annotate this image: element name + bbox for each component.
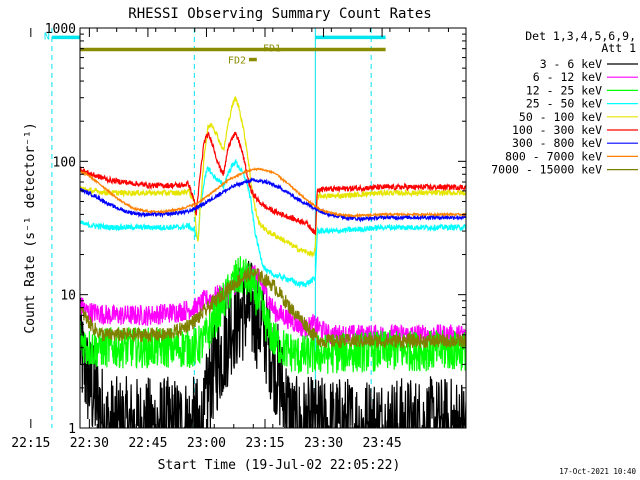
x-tick-label: 23:00 — [187, 436, 226, 451]
state-bar-label: N — [44, 31, 50, 42]
series-line — [80, 177, 466, 223]
series-line — [80, 266, 466, 350]
legend-header-line-1: Det 1,3,4,5,6,9, — [525, 29, 636, 43]
timestamp-label: 17-Oct-2021 10:40 — [559, 467, 636, 476]
legend-label: 800 - 7000 keV — [505, 149, 602, 163]
legend-label: 6 - 12 keV — [533, 70, 602, 84]
x-tick-label: 22:45 — [128, 436, 167, 451]
legend-label: 300 - 800 keV — [512, 136, 602, 150]
series-line — [80, 131, 466, 236]
state-bar-label: FD2 — [228, 56, 246, 67]
state-bar-label: FD1 — [263, 43, 281, 54]
series-group — [80, 96, 466, 428]
x-tick-label: 22:30 — [70, 436, 109, 451]
x-tick-label: 23:30 — [304, 436, 343, 451]
legend-label: 25 - 50 keV — [526, 97, 602, 111]
y-tick-label: 1000 — [45, 22, 76, 37]
x-tick-label: 23:15 — [245, 436, 284, 451]
legend-label: 50 - 100 keV — [519, 110, 602, 124]
chart-title: RHESSI Observing Summary Count Rates — [128, 6, 431, 22]
x-tick-label: 22:15 — [11, 436, 50, 451]
legend-item: 300 - 800 keV — [512, 136, 638, 150]
legend-label: 100 - 300 keV — [512, 123, 602, 137]
legend-item: 12 - 25 keV — [526, 83, 638, 97]
state-bar: FD1 — [80, 43, 386, 54]
series-line — [80, 159, 466, 289]
legend-item: 6 - 12 keV — [533, 70, 638, 84]
legend-item: 25 - 50 keV — [526, 97, 638, 111]
legend-item: 3 - 6 keV — [540, 57, 638, 71]
legend-item: 800 - 7000 keV — [505, 149, 638, 163]
series-line — [80, 96, 466, 257]
legend-label: 12 - 25 keV — [526, 83, 602, 97]
y-axis-label: Count Rate (s⁻¹ detector⁻¹) — [23, 122, 38, 333]
y-tick-label: 10 — [60, 289, 76, 304]
y-tick-label: 100 — [53, 155, 76, 170]
x-tick-label: 23:45 — [363, 436, 402, 451]
legend-label: 7000 - 15000 keV — [491, 163, 602, 177]
state-bar: N — [44, 31, 80, 42]
legend-header-line-2: Att 1 — [601, 41, 636, 55]
y-tick-label: 1 — [68, 422, 76, 437]
series-line — [80, 256, 466, 375]
series-line — [80, 263, 466, 347]
x-axis: 22:15 22:30 22:45 23:00 23:15 23:30 23:45 — [11, 28, 449, 451]
x-axis-label: Start Time (19-Jul-02 22:05:22) — [158, 458, 401, 473]
legend-item: 100 - 300 keV — [512, 123, 638, 137]
legend-item: 50 - 100 keV — [519, 110, 638, 124]
legend-item: 7000 - 15000 keV — [491, 163, 638, 177]
state-bar: FD2 — [228, 56, 257, 67]
y-axis: 1 10 100 1000 — [45, 22, 466, 437]
series-line — [80, 166, 466, 219]
legend-label: 3 - 6 keV — [540, 57, 602, 71]
